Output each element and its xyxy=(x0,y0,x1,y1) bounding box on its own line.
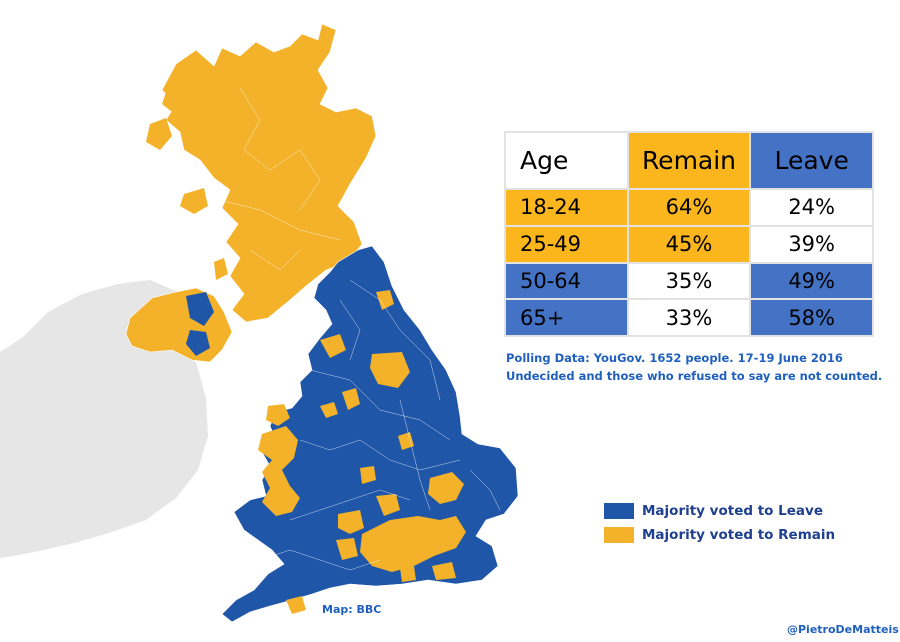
legend-label-leave: Majority voted to Leave xyxy=(642,503,823,519)
remain-area-bath xyxy=(336,538,358,560)
scotland-island-skye xyxy=(146,118,172,150)
table-header-row: Age Remain Leave xyxy=(504,130,874,191)
table-row: 65+ 33% 58% xyxy=(504,298,874,337)
header-leave: Leave xyxy=(749,130,874,191)
remain-area-brighton xyxy=(432,562,456,580)
leave-cell: 24% xyxy=(749,188,874,227)
polling-note-source: Polling Data: YouGov. 1652 people. 17-19… xyxy=(506,351,843,365)
scotland-region xyxy=(161,23,377,323)
polling-note: Polling Data: YouGov. 1652 people. 17-19… xyxy=(506,349,886,385)
remain-area-newcastle xyxy=(376,290,394,310)
header-remain: Remain xyxy=(626,130,752,191)
northern-ireland-leave-south xyxy=(186,330,210,356)
leave-cell: 58% xyxy=(749,298,874,337)
remain-area-birmingham xyxy=(360,466,376,484)
author-credit: @PietroDeMatteis xyxy=(787,623,899,636)
scotland-island-mull xyxy=(180,188,208,214)
table-row: 25-49 45% 39% xyxy=(504,224,874,264)
map-credit: Map: BBC xyxy=(322,603,382,616)
scotland-island-lewis xyxy=(162,62,194,112)
remain-area-oxford xyxy=(376,494,400,516)
remain-cell: 64% xyxy=(626,188,752,227)
remain-area-london-region xyxy=(360,516,466,572)
legend-item-leave: Majority voted to Leave xyxy=(604,499,835,523)
district-boundaries xyxy=(219,87,501,571)
remain-area-south-downs xyxy=(400,566,416,582)
remain-area-leeds xyxy=(370,352,410,388)
remain-area-liverpool xyxy=(320,334,346,358)
legend-item-remain: Majority voted to Remain xyxy=(604,523,835,547)
age-cell: 18-24 xyxy=(504,188,629,227)
scotland-island-arran xyxy=(214,258,228,280)
legend-label-remain: Majority voted to Remain xyxy=(642,527,836,543)
remain-area-exeter xyxy=(286,596,306,614)
remain-area-manchester xyxy=(342,388,360,410)
leave-swatch xyxy=(604,503,634,519)
remain-cell: 33% xyxy=(626,298,752,337)
age-cell: 65+ xyxy=(504,298,629,337)
table-row: 50-64 35% 49% xyxy=(504,261,874,301)
remain-area-cambridge xyxy=(428,472,464,504)
remain-area-nottingham xyxy=(398,432,414,450)
age-cell: 25-49 xyxy=(504,224,629,264)
remain-cell: 45% xyxy=(626,224,752,264)
remain-area-ceredigion xyxy=(266,404,290,426)
age-vote-table: Age Remain Leave 18-24 64% 24% 25-49 45%… xyxy=(504,130,874,337)
age-cell: 50-64 xyxy=(504,261,629,301)
remain-cell: 35% xyxy=(626,261,752,301)
leave-cell: 49% xyxy=(749,261,874,301)
header-age: Age xyxy=(504,130,629,191)
northern-ireland-leave-east xyxy=(186,292,214,326)
polling-note-caveat: Undecided and those who refused to say a… xyxy=(506,369,883,383)
ireland-landmass xyxy=(0,280,208,558)
map-legend: Majority voted to Leave Majority voted t… xyxy=(604,499,835,547)
remain-swatch xyxy=(604,527,634,543)
remain-area-cardiff-gwynedd xyxy=(258,426,300,516)
remain-area-york xyxy=(320,402,338,418)
leave-cell: 39% xyxy=(749,224,874,264)
table-row: 18-24 64% 24% xyxy=(504,188,874,227)
remain-area-bristol xyxy=(338,510,364,534)
